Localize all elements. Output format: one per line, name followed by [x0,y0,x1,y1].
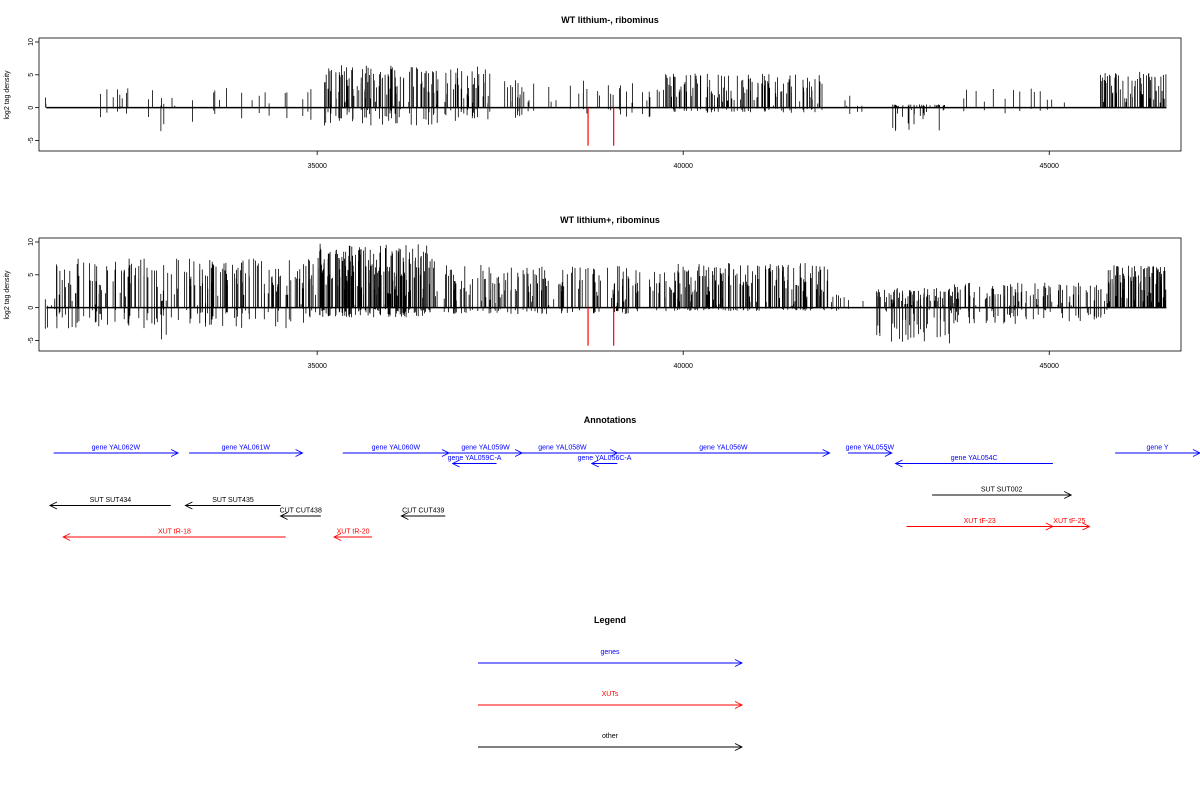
legend-panel: Legend genes XUTs other [478,615,744,751]
legend-arrow [478,743,744,751]
y-tick-label: 5 [28,273,35,277]
annotation-label: gene YAL058W [538,445,587,452]
annotation-label: gene YAL060W [372,445,421,452]
annotation-arrow [1049,522,1091,531]
x-tick-label: 40000 [673,363,693,370]
panel-1-axes: -5 0 5 10 35000 40000 45000 [28,38,1059,170]
annotation-arrow [189,449,304,457]
track-panel-1: WT lithium-, ribominus log2 tag density … [4,15,1182,170]
panel-1-ylabel: log2 tag density [4,70,11,120]
annotation-arrow [53,449,180,457]
legend-items: genes XUTs other [478,649,744,751]
annotation-arrow [847,449,893,457]
panel-2-axes: -5 0 5 10 35000 40000 45000 [28,238,1059,370]
annotation-label: CUT CUT439 [402,508,444,515]
y-tick-label: 0 [28,106,35,110]
annotation-label: XUT tR-18 [158,529,191,536]
signal-bars [45,65,1167,132]
x-tick-label: 35000 [307,363,327,370]
legend-label: XUTs [602,691,619,698]
annotation-label: XUT tR-20 [337,529,370,536]
annotation-label: gene YAL059C-A [448,455,502,462]
annotation-label: gene YAL061W [222,445,271,452]
annotation-label: gene YAL056W [699,445,748,452]
annotation-label: SUT SUT435 [212,497,254,504]
annotation-arrow [932,491,1073,499]
legend-label: genes [600,649,620,656]
annotation-arrow [894,459,1053,468]
legend-arrow [478,701,744,709]
y-tick-label: 10 [28,38,35,46]
annotation-arrow [451,459,497,468]
annotation-arrow [617,449,831,457]
y-tick-label: -5 [28,137,35,143]
annotation-arrow [507,449,619,457]
x-tick-label: 45000 [1039,163,1059,170]
annotation-arrow [400,512,446,520]
annotation-label: XUT tF-25 [1053,518,1085,525]
annotation-arrow [279,512,321,520]
legend-title: Legend [594,615,626,625]
annotation-arrow [590,459,618,468]
annotation-label: XUT tF-23 [964,518,996,525]
annotation-arrow [184,501,281,510]
annotation-label: gene YAL054C [951,455,998,462]
annotations-title: Annotations [584,415,637,425]
annotation-label: gene Y [1147,445,1169,452]
legend-label: other [602,733,619,740]
panel-1-signal [45,65,1167,146]
x-tick-label: 40000 [673,163,693,170]
annotation-label: gene YAL055W [846,445,895,452]
panel-2-title: WT lithium+, ribominus [560,215,660,225]
annotation-arrow [333,533,373,541]
panel-1-title: WT lithium-, ribominus [561,15,659,25]
x-tick-label: 45000 [1039,363,1059,370]
y-tick-label: 10 [28,238,35,246]
annotation-arrow [48,501,171,510]
legend-arrow [478,659,744,667]
annotation-label: gene YAL062W [92,445,141,452]
x-tick-label: 35000 [307,163,327,170]
annotation-features: gene YAL062W gene YAL061W gene YAL060W gene… [48,445,1200,541]
signal-bars [44,243,1167,344]
panel-2-ylabel: log2 tag density [4,270,11,320]
annotation-arrow [62,533,286,541]
annotation-label: SUT SUT002 [981,487,1023,494]
track-panel-2: WT lithium+, ribominus log2 tag density … [4,215,1182,370]
y-tick-label: 0 [28,306,35,310]
panel-1-frame [38,37,1182,152]
y-tick-label: 5 [28,73,35,77]
y-tick-label: -5 [28,337,35,343]
annotation-label: gene YAL056C-A [578,455,632,462]
annotation-arrow [1115,449,1200,457]
panel-2-frame [38,237,1182,352]
annotations-panel: Annotations gene YAL062W gene YAL061W gene… [48,415,1200,541]
annotation-label: CUT CUT438 [280,508,322,515]
panel-2-signal [44,243,1167,346]
annotation-label: gene YAL059W [461,445,510,452]
annotation-label: SUT SUT434 [90,497,132,504]
